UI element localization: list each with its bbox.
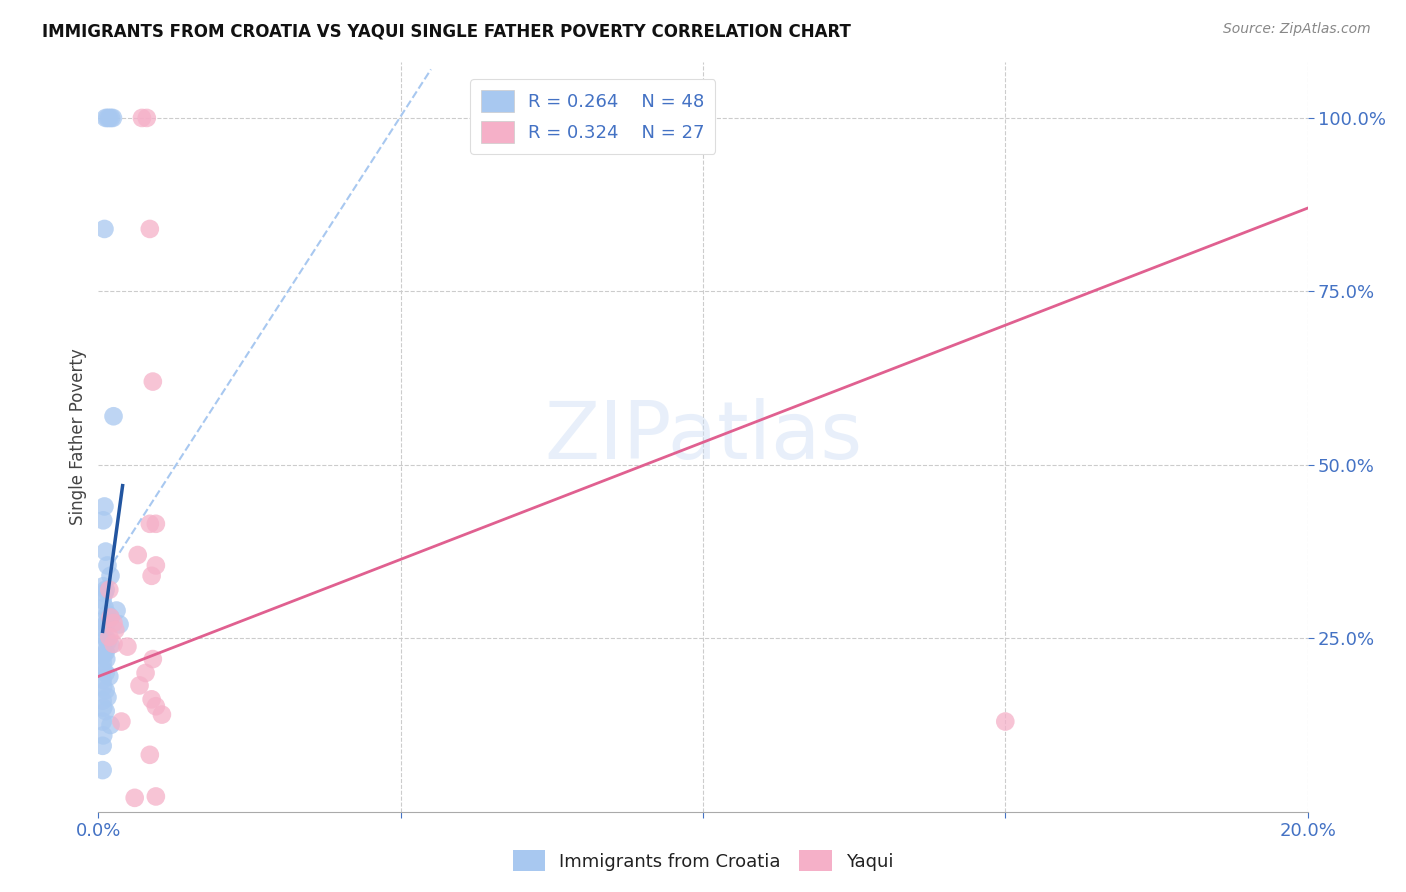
Point — [91, 680, 114, 694]
Point — [98, 582, 121, 597]
Point — [91, 579, 114, 593]
Point — [98, 111, 121, 125]
Point — [139, 747, 162, 762]
Point — [145, 699, 167, 714]
Point — [91, 593, 114, 607]
Point — [91, 739, 114, 753]
Point — [94, 544, 117, 558]
Point — [108, 617, 131, 632]
Point — [141, 569, 163, 583]
Point — [96, 632, 118, 646]
Point — [142, 375, 165, 389]
Point — [127, 548, 149, 562]
Point — [103, 615, 125, 630]
Text: Source: ZipAtlas.com: Source: ZipAtlas.com — [1223, 22, 1371, 37]
Point — [104, 623, 127, 637]
Point — [91, 714, 114, 729]
Point — [91, 694, 114, 708]
Point — [150, 707, 173, 722]
Text: IMMIGRANTS FROM CROATIA VS YAQUI SINGLE FATHER POVERTY CORRELATION CHART: IMMIGRANTS FROM CROATIA VS YAQUI SINGLE … — [42, 22, 851, 40]
Point — [139, 516, 162, 531]
Point — [101, 111, 124, 125]
Point — [93, 222, 115, 236]
Point — [103, 637, 125, 651]
Point — [94, 704, 117, 718]
Point — [93, 500, 115, 514]
Point — [98, 669, 121, 683]
Point — [141, 692, 163, 706]
Point — [100, 610, 122, 624]
Point — [100, 638, 122, 652]
Point — [131, 111, 153, 125]
Point — [110, 714, 132, 729]
Point — [94, 665, 117, 680]
Point — [145, 516, 167, 531]
Point — [94, 582, 117, 597]
Text: ZIPatlas: ZIPatlas — [544, 398, 862, 476]
Point — [103, 409, 125, 424]
Point — [124, 790, 146, 805]
Point — [96, 652, 118, 666]
Point — [128, 678, 150, 692]
Legend: R = 0.264    N = 48, R = 0.324    N = 27: R = 0.264 N = 48, R = 0.324 N = 27 — [470, 79, 716, 153]
Point — [91, 700, 114, 714]
Point — [94, 111, 117, 125]
Point — [91, 673, 114, 687]
Point — [94, 683, 117, 698]
Legend: Immigrants from Croatia, Yaqui: Immigrants from Croatia, Yaqui — [505, 843, 901, 879]
Point — [145, 558, 167, 573]
Point — [994, 714, 1017, 729]
Point — [117, 640, 139, 654]
Point — [105, 603, 128, 617]
Point — [145, 789, 167, 804]
Point — [139, 222, 162, 236]
Point — [91, 663, 114, 677]
Point — [94, 645, 117, 659]
Y-axis label: Single Father Poverty: Single Father Poverty — [69, 349, 87, 525]
Point — [91, 656, 114, 670]
Point — [98, 630, 121, 644]
Point — [96, 111, 118, 125]
Point — [100, 111, 122, 125]
Point — [135, 111, 157, 125]
Point — [100, 718, 122, 732]
Point — [94, 617, 117, 632]
Point — [91, 513, 114, 527]
Point — [96, 558, 118, 573]
Point — [96, 690, 118, 705]
Point — [93, 600, 115, 615]
Point — [96, 634, 118, 648]
Point — [91, 728, 114, 742]
Point — [100, 610, 122, 624]
Point — [142, 652, 165, 666]
Point — [91, 614, 114, 628]
Point — [100, 569, 122, 583]
Point — [91, 648, 114, 663]
Point — [96, 607, 118, 621]
Point — [93, 586, 115, 600]
Point — [91, 763, 114, 777]
Point — [91, 641, 114, 656]
Point — [91, 621, 114, 635]
Point — [135, 665, 157, 680]
Point — [91, 628, 114, 642]
